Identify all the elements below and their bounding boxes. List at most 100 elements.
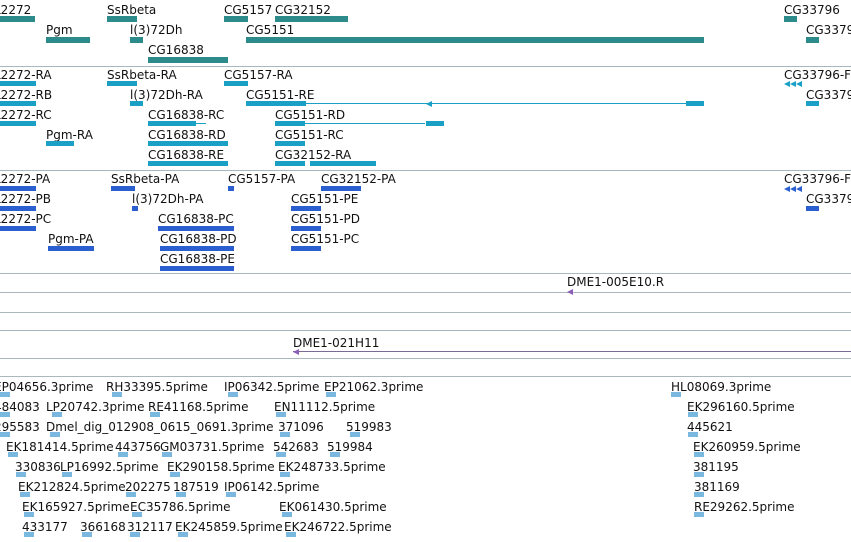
ests-label-433177[interactable]: 433177 [22, 520, 68, 534]
mrnas-label-cg5151-rd[interactable]: CG5151-RD [275, 108, 346, 122]
proteins-label-cg5151-pd[interactable]: CG5151-PD [291, 212, 361, 226]
proteins-label-l-3-72dh-pa[interactable]: l(3)72Dh-PA [132, 192, 204, 206]
ests-label-484083[interactable]: 484083 [0, 400, 40, 414]
est-feature[interactable] [162, 452, 172, 457]
transcript-exon[interactable] [426, 121, 444, 126]
gene-feature[interactable] [107, 16, 137, 22]
est-feature[interactable] [694, 492, 704, 497]
protein-feature[interactable] [0, 186, 36, 191]
ests-label-ek061430-5prime[interactable]: EK061430.5prime [279, 500, 387, 514]
transcript-exon[interactable] [46, 141, 74, 146]
ests-label-312117[interactable]: 312117 [127, 520, 173, 534]
transcript-exon[interactable] [224, 81, 248, 86]
protein-feature[interactable] [160, 246, 234, 251]
est-feature[interactable] [0, 432, 10, 437]
genes-label-pgm[interactable]: Pgm [46, 23, 73, 37]
ests-label-ek246722-5prime[interactable]: EK246722.5prime [284, 520, 392, 534]
gene-feature[interactable] [148, 57, 228, 63]
protein-feature[interactable] [291, 206, 321, 211]
ests-label-ek212824-5prime[interactable]: EK212824.5prime [18, 480, 126, 494]
transcript-exon[interactable] [426, 101, 432, 107]
mrnas-label-pgm-ra[interactable]: Pgm-RA [46, 128, 93, 142]
proteins-label-cg5151-pc[interactable]: CG5151-PC [291, 232, 360, 246]
transcript-exon[interactable] [275, 121, 305, 126]
ests-label-ip06342-5prime[interactable]: IP06342.5prime [224, 380, 320, 394]
ests-label-ek165927-5prime[interactable]: EK165927.5prime [22, 500, 130, 514]
ests-label-202275[interactable]: 202275 [125, 480, 171, 494]
est-feature[interactable] [0, 412, 10, 417]
ests-label-519983[interactable]: 519983 [346, 420, 392, 434]
ests-label-519984[interactable]: 519984 [327, 440, 373, 454]
transcript-exon[interactable] [148, 141, 228, 146]
ests-label-445621[interactable]: 445621 [687, 420, 733, 434]
transcript-intron[interactable] [306, 103, 686, 104]
est-feature[interactable] [694, 512, 704, 517]
est-feature[interactable] [176, 492, 186, 497]
ests-label-lp16992-5prime[interactable]: LP16992.5prime [60, 460, 159, 474]
est-feature[interactable] [276, 452, 286, 457]
est-feature[interactable] [112, 392, 122, 397]
gene-feature[interactable] [275, 16, 348, 22]
clone-feature[interactable] [567, 289, 573, 295]
ests-label-ek248733-5prime[interactable]: EK248733.5prime [278, 460, 386, 474]
mrnas-label-cg5157-ra[interactable]: CG5157-RA [224, 68, 293, 82]
est-feature[interactable] [350, 432, 360, 437]
proteins-label-cg5157-pa[interactable]: CG5157-PA [228, 172, 296, 186]
mrnas-label-l2272-rb[interactable]: L2272-RB [0, 88, 53, 102]
ests-label-ec35786-5prime[interactable]: EC35786.5prime [130, 500, 231, 514]
protein-feature[interactable] [0, 206, 36, 211]
genes-label-cg5157[interactable]: CG5157 [224, 3, 273, 17]
ests-label-rh33395-5prime[interactable]: RH33395.5prime [106, 380, 208, 394]
proteins-label-cg33796-f[interactable]: CG33796-F [784, 172, 851, 186]
ests-label-381195[interactable]: 381195 [693, 460, 739, 474]
genes-label-l-3-72dh[interactable]: l(3)72Dh [130, 23, 183, 37]
genes-label-cg16838[interactable]: CG16838 [148, 43, 204, 57]
mrnas-label-cg33796-f[interactable]: CG33796-F [784, 68, 851, 82]
ests-label-187519[interactable]: 187519 [173, 480, 219, 494]
est-feature[interactable] [126, 492, 136, 497]
est-feature[interactable] [671, 392, 681, 397]
ests-label-re29262-5prime[interactable]: RE29262.5prime [694, 500, 795, 514]
est-feature[interactable] [50, 432, 60, 437]
protein-feature[interactable] [796, 186, 802, 192]
est-feature[interactable] [0, 392, 10, 397]
est-feature[interactable] [150, 412, 160, 417]
ests-label-ek245859-5prime[interactable]: EK245859.5prime [175, 520, 283, 534]
est-feature[interactable] [286, 532, 296, 537]
est-feature[interactable] [82, 532, 92, 537]
est-feature[interactable] [24, 512, 34, 517]
protein-feature[interactable] [321, 186, 361, 191]
protein-feature[interactable] [132, 206, 138, 211]
gene-feature[interactable] [46, 37, 90, 43]
est-feature[interactable] [52, 412, 62, 417]
est-feature[interactable] [8, 452, 18, 457]
ests-label-ek260959-5prime[interactable]: EK260959.5prime [693, 440, 801, 454]
gene-feature[interactable] [246, 37, 704, 43]
ests-label-443756[interactable]: 443756 [115, 440, 161, 454]
ests-label-371096[interactable]: 371096 [278, 420, 324, 434]
est-feature[interactable] [228, 392, 238, 397]
proteins-label-l2272-pb[interactable]: L2272-PB [0, 192, 52, 206]
transcript-exon[interactable] [0, 121, 36, 126]
est-feature[interactable] [280, 432, 290, 437]
transcript-exon[interactable] [806, 101, 819, 106]
mrnas-label-l-3-72dh-ra[interactable]: l(3)72Dh-RA [130, 88, 203, 102]
ests-label-ek290158-5prime[interactable]: EK290158.5prime [167, 460, 275, 474]
proteins-label-cg3379[interactable]: CG3379 [806, 192, 851, 206]
clone-feature[interactable] [293, 351, 851, 352]
transcript-intron[interactable] [196, 123, 206, 124]
proteins-label-cg32152-pa[interactable]: CG32152-PA [321, 172, 396, 186]
proteins-label-ssrbeta-pa[interactable]: SsRbeta-PA [111, 172, 180, 186]
transcript-exon[interactable] [0, 101, 36, 106]
gene-feature[interactable] [806, 37, 819, 43]
protein-feature[interactable] [790, 186, 796, 192]
ests-label-re41168-5prime[interactable]: RE41168.5prime [148, 400, 249, 414]
proteins-label-cg16838-pe[interactable]: CG16838-PE [160, 252, 235, 266]
mrnas-label-l2272-rc[interactable]: L2272-RC [0, 108, 52, 122]
ests-label-542683[interactable]: 542683 [273, 440, 319, 454]
ests-label-gm03731-5prime[interactable]: GM03731.5prime [160, 440, 265, 454]
est-feature[interactable] [694, 452, 704, 457]
protein-feature[interactable] [160, 266, 234, 271]
est-feature[interactable] [20, 492, 30, 497]
ests-label-ep21062-3prime[interactable]: EP21062.3prime [324, 380, 424, 394]
